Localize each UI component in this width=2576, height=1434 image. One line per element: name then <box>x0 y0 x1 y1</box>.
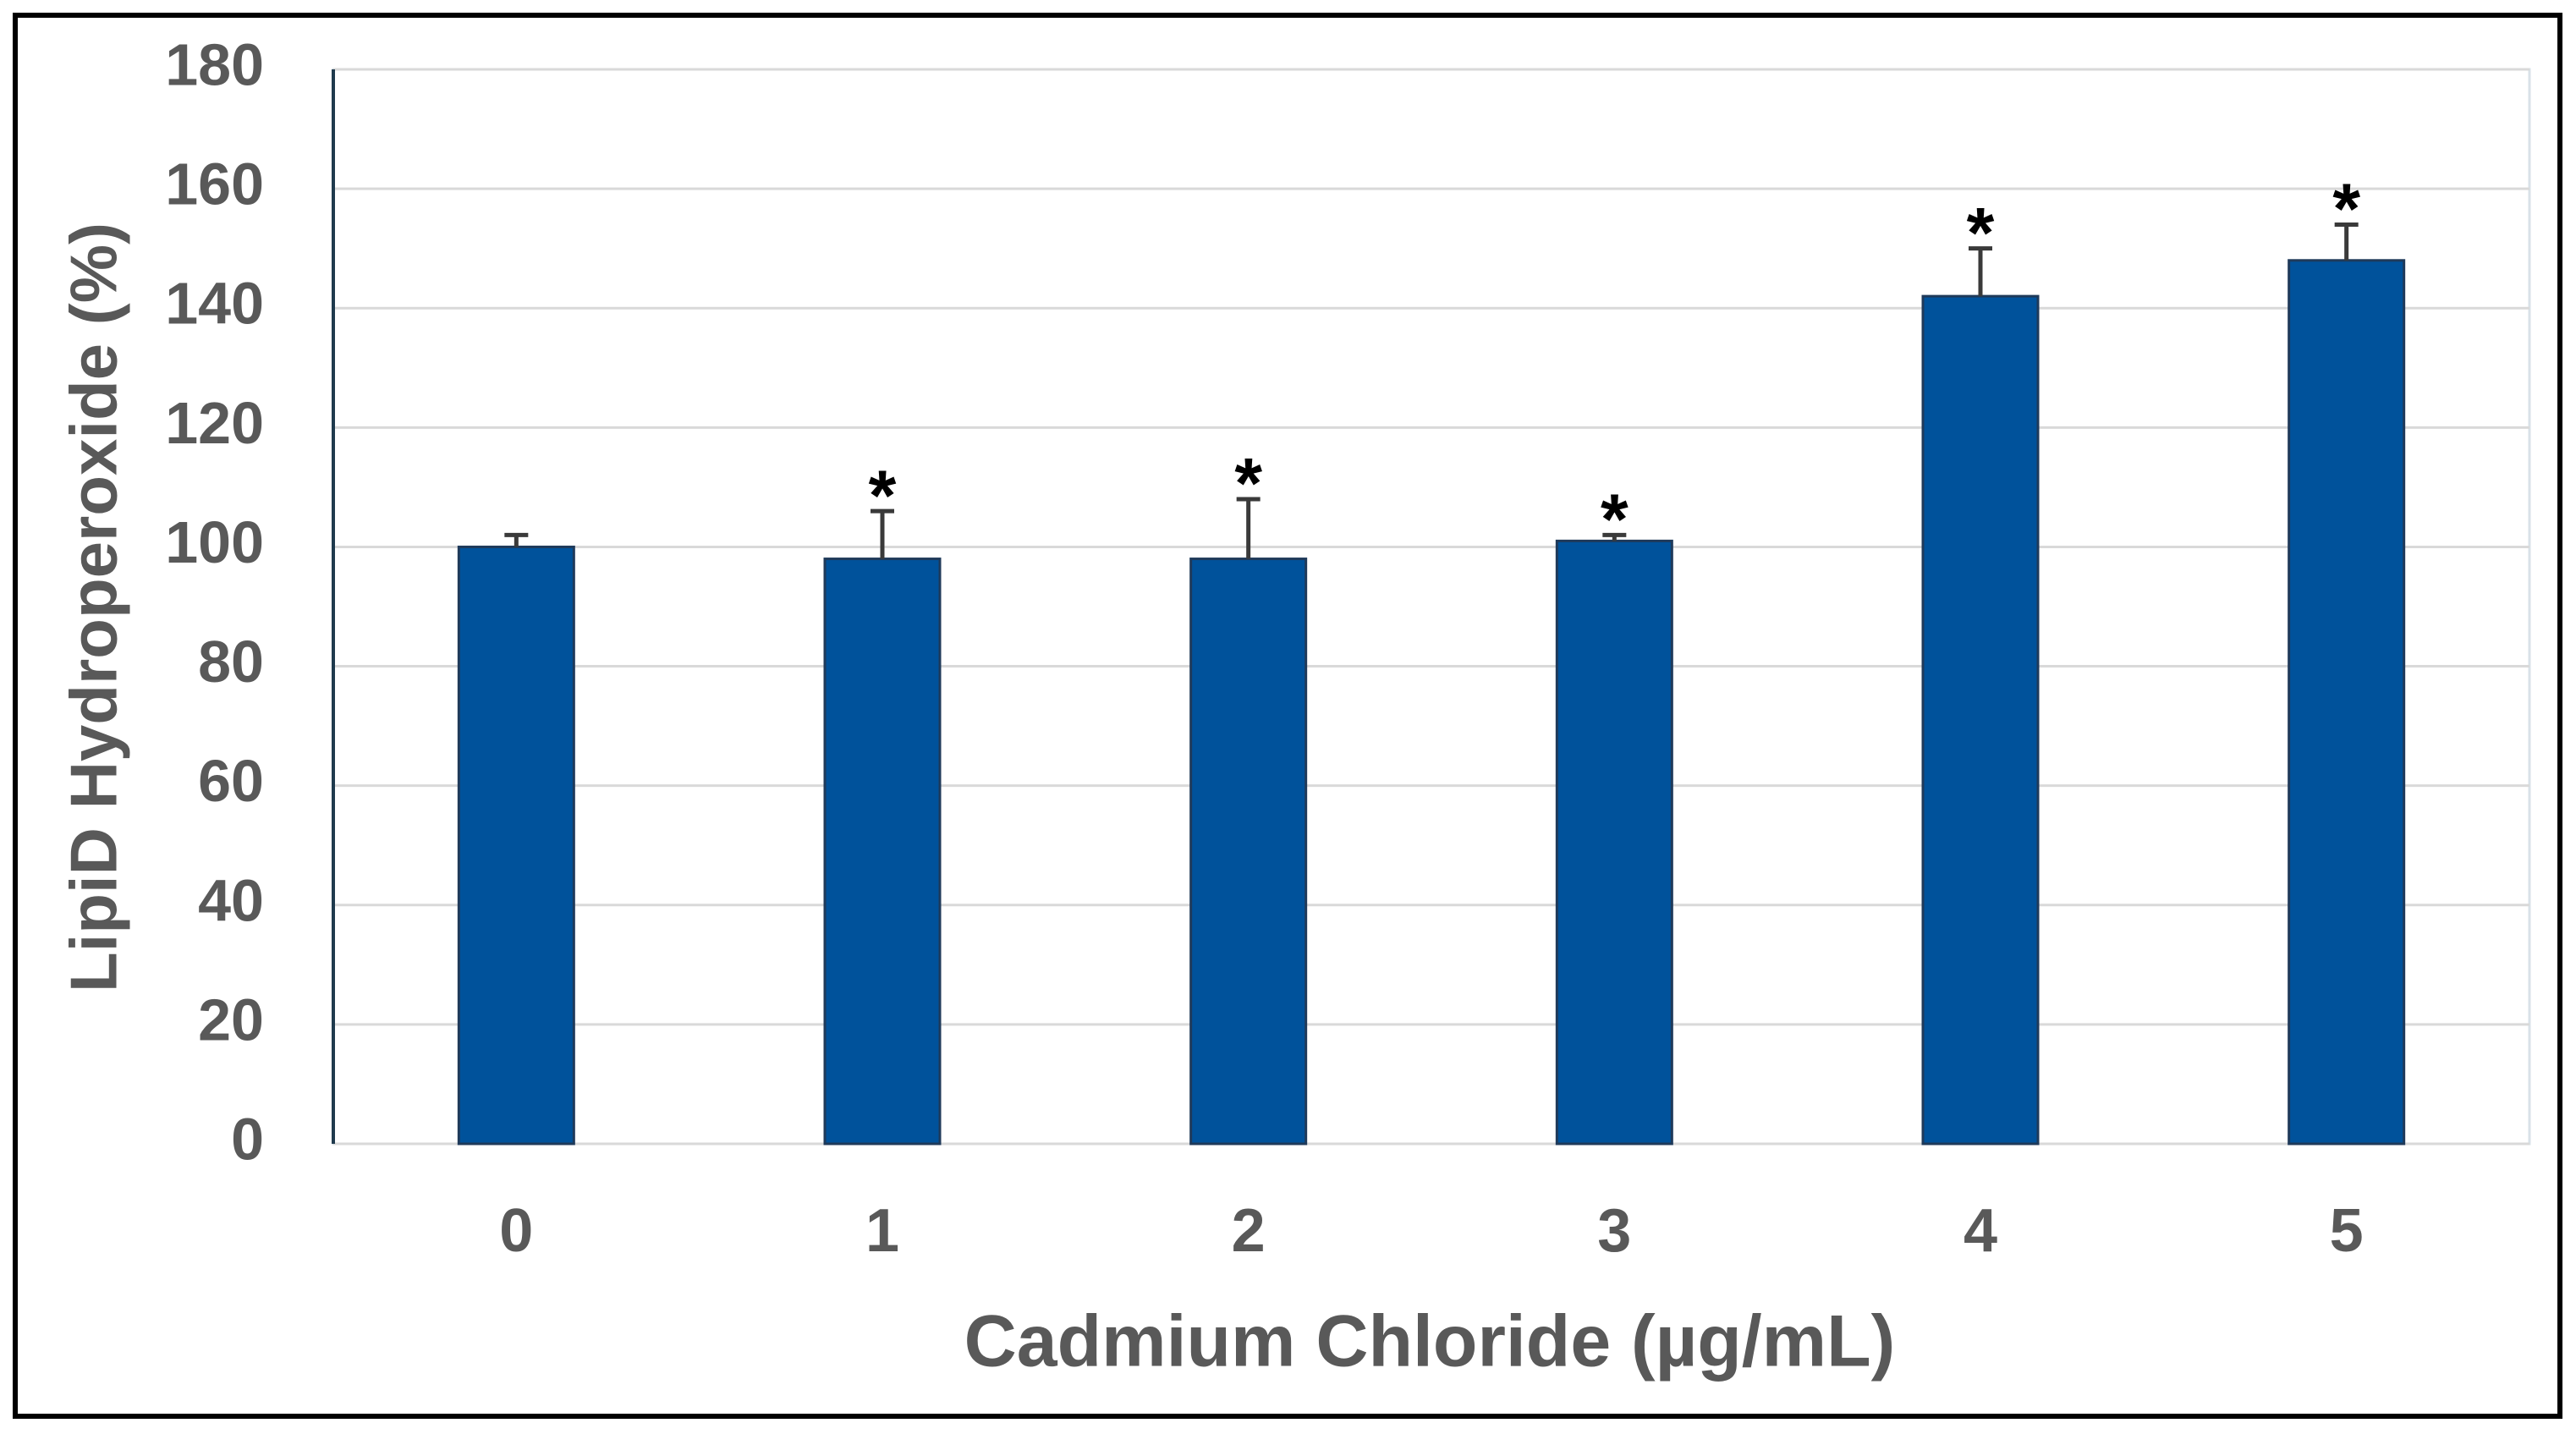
bar <box>823 558 942 1146</box>
bar <box>1189 558 1308 1146</box>
x-tick-label: 5 <box>2330 1197 2364 1265</box>
bar <box>2288 259 2406 1146</box>
x-tick-label: 3 <box>1597 1197 1631 1265</box>
y-tick-label: 140 <box>165 271 264 337</box>
x-axis-label: Cadmium Chloride (µg/mL) <box>964 1301 1896 1382</box>
y-tick-label: 80 <box>198 629 264 695</box>
y-tick-label: 180 <box>165 31 264 97</box>
significance-marker: * <box>2332 169 2360 249</box>
y-axis-label: LipiD Hydroperoxide (%) <box>57 223 131 992</box>
y-tick-label: 120 <box>165 390 264 456</box>
x-tick-label: 2 <box>1232 1197 1266 1265</box>
significance-marker: * <box>1234 443 1262 523</box>
error-bar <box>2334 222 2359 261</box>
x-tick-label: 1 <box>865 1197 899 1265</box>
y-tick-label: 100 <box>165 509 264 575</box>
x-tick-label: 0 <box>499 1197 533 1265</box>
y-tick-label: 40 <box>198 867 264 933</box>
significance-marker: * <box>1601 480 1629 559</box>
error-bar <box>871 508 894 559</box>
significance-marker: * <box>1967 193 1995 272</box>
bar <box>457 545 575 1146</box>
significance-marker: * <box>869 455 897 535</box>
error-bar <box>1236 497 1261 559</box>
y-tick-label: 160 <box>165 151 264 217</box>
y-tick-label: 0 <box>231 1106 264 1172</box>
y-tick-label: 20 <box>198 986 264 1052</box>
error-bar <box>1969 246 1992 297</box>
y-tick-label: 60 <box>198 748 264 814</box>
error-bar <box>1602 532 1627 541</box>
error-bar <box>504 532 529 547</box>
bar <box>1921 294 2040 1146</box>
x-tick-label: 4 <box>1964 1197 1997 1265</box>
bar <box>1555 539 1673 1146</box>
